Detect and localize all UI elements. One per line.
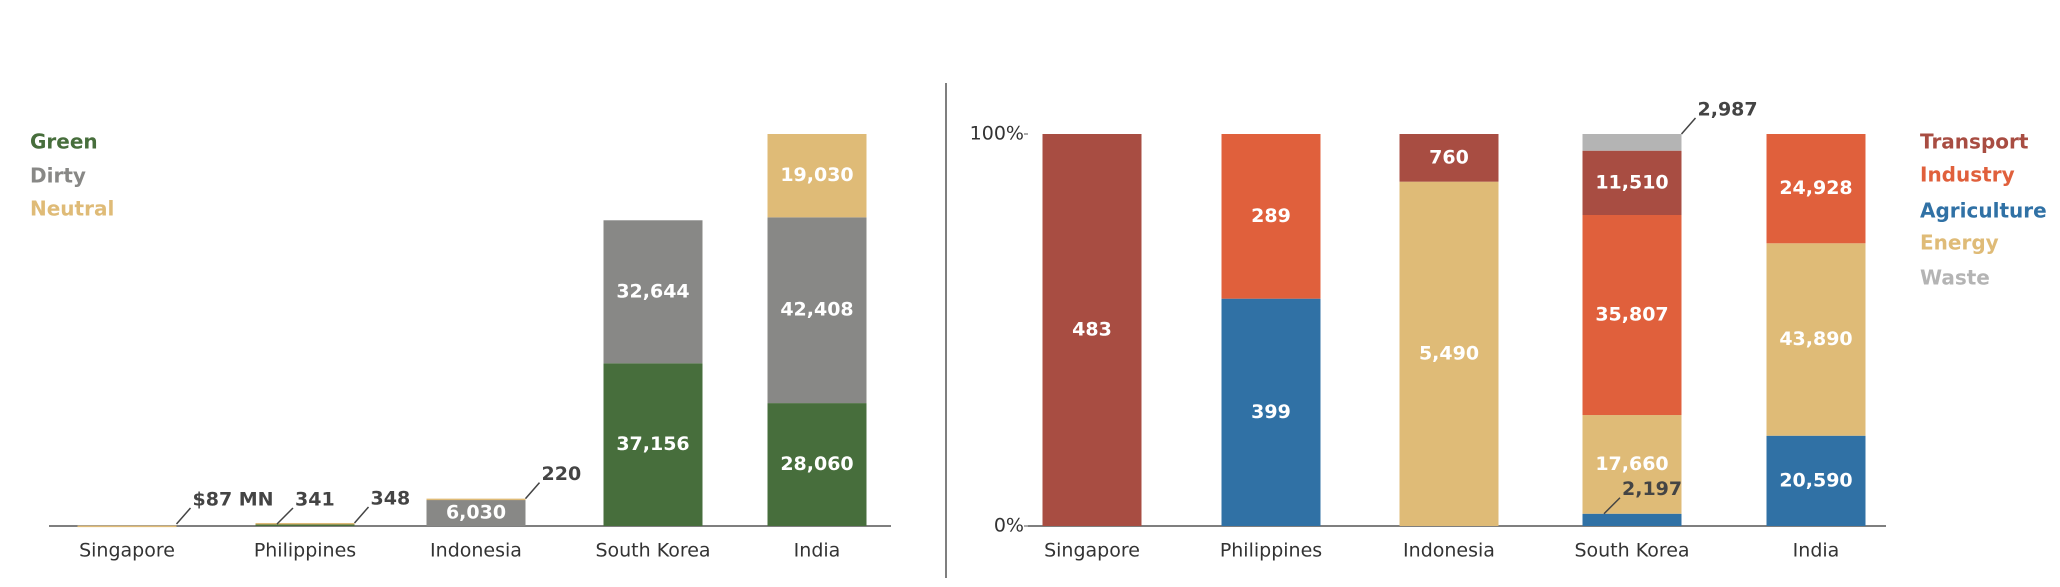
- x-tick-label: Indonesia: [430, 540, 522, 562]
- bar-segment: [603, 363, 703, 526]
- bar-segment: [1221, 298, 1321, 526]
- legend-entry: Industry: [1920, 163, 2015, 187]
- x-tick-label: Singapore: [1044, 540, 1140, 562]
- data-label: 341: [295, 489, 335, 511]
- bar-segment: [426, 499, 526, 526]
- data-label: 11,510: [1595, 171, 1668, 193]
- bar-segment: [1399, 134, 1499, 182]
- data-label: 42,408: [780, 299, 853, 321]
- data-label: 2,987: [1698, 99, 1758, 121]
- bar-segment: [1042, 134, 1142, 526]
- bar-segment: [426, 498, 526, 501]
- data-label: 289: [1251, 205, 1291, 227]
- leader-line: [353, 506, 370, 524]
- data-label: 37,156: [616, 433, 689, 455]
- legend-entry: Neutral: [30, 197, 114, 221]
- bar-segment: [1582, 513, 1682, 526]
- bar-segment: [767, 217, 867, 404]
- legend-entry: Agriculture: [1920, 199, 2047, 223]
- bar-segment: [603, 220, 703, 364]
- bar-segment: [1582, 415, 1682, 514]
- bar-segment: [1582, 150, 1682, 215]
- x-tick-label: South Korea: [1574, 540, 1689, 562]
- data-label: 760: [1429, 146, 1469, 168]
- x-tick-label: Indonesia: [1403, 540, 1495, 562]
- y-tick-label: 0%: [994, 515, 1024, 537]
- data-label: 2,197: [1622, 478, 1682, 500]
- data-label: 220: [542, 463, 582, 485]
- x-tick-label: South Korea: [595, 540, 710, 562]
- bar-segment: [255, 522, 355, 525]
- bar-segment: [1766, 435, 1866, 526]
- leader-line: [1603, 497, 1621, 515]
- bar-segment: [1582, 214, 1682, 416]
- x-tick-label: India: [1793, 540, 1840, 562]
- data-label: $87 MN: [193, 489, 274, 511]
- x-tick-label: India: [794, 540, 841, 562]
- data-label: 483: [1072, 319, 1112, 341]
- x-tick-label: Philippines: [1220, 540, 1322, 562]
- bar-segment: [1399, 181, 1499, 526]
- leader-line: [524, 482, 541, 500]
- data-label: 24,928: [1779, 177, 1852, 199]
- x-tick-label: Singapore: [79, 540, 175, 562]
- bar-segment: [767, 134, 867, 218]
- data-label: 32,644: [616, 280, 689, 302]
- data-label: 17,660: [1595, 453, 1668, 475]
- data-label: 43,890: [1779, 328, 1852, 350]
- bar-segment: [1766, 134, 1866, 244]
- data-label: 20,590: [1779, 469, 1852, 491]
- bar-segment: [1766, 243, 1866, 436]
- data-label: 399: [1251, 401, 1291, 423]
- data-label: 35,807: [1595, 304, 1668, 326]
- legend-entry: Green: [30, 130, 98, 154]
- legend-entry: Waste: [1920, 266, 1990, 290]
- data-label: 19,030: [780, 164, 853, 186]
- data-label: 28,060: [780, 453, 853, 475]
- bar-segment: [1221, 134, 1321, 299]
- bar-segment: [1582, 134, 1682, 151]
- leader-line: [276, 507, 294, 525]
- x-tick-label: Philippines: [254, 540, 356, 562]
- bar-segment: [255, 524, 355, 527]
- leader-line: [1680, 117, 1697, 135]
- bar-segment: [77, 525, 177, 528]
- bar-segment: [767, 403, 867, 526]
- data-label: 5,490: [1419, 342, 1479, 364]
- legend-entry: Dirty: [30, 164, 86, 188]
- y-tick-label: 100%: [970, 123, 1024, 145]
- legend-entry: Transport: [1920, 130, 2029, 154]
- leader-line: [175, 507, 192, 525]
- data-label: 6,030: [446, 501, 506, 523]
- legend-entry: Energy: [1920, 231, 1999, 255]
- data-label: 348: [371, 487, 411, 509]
